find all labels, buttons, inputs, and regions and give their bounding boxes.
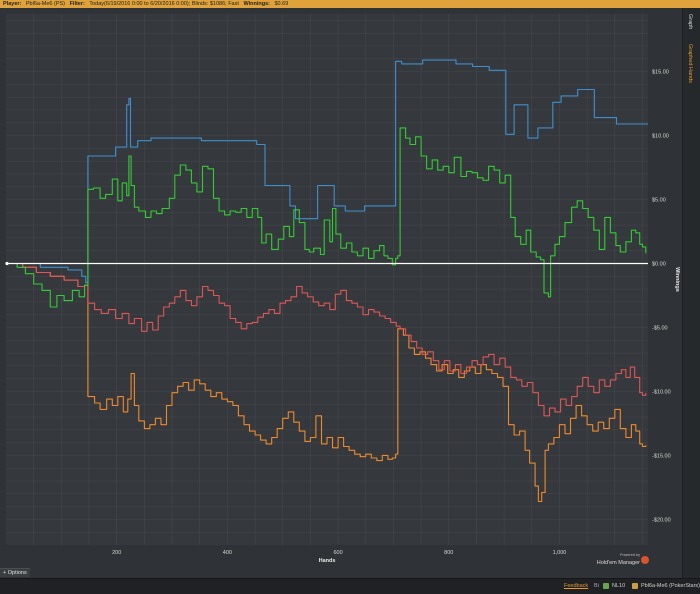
series-line-all-in-ev bbox=[6, 262, 647, 503]
x-tick-label: 200 bbox=[112, 550, 121, 556]
status-separator: Bi bbox=[594, 583, 599, 589]
x-tick-label: 1,000 bbox=[553, 550, 567, 556]
right-sidebar: Graph Graphed Hands bbox=[682, 8, 700, 578]
player-status[interactable]: Pbl6a-Me6 (PokerStars) bbox=[641, 583, 700, 589]
brand-logo-icon bbox=[641, 556, 649, 564]
filter-label: Filter: bbox=[69, 1, 85, 7]
y-tick-label: -$15.00 bbox=[652, 453, 671, 459]
player-label: Player: bbox=[3, 1, 22, 7]
tab-graph[interactable]: Graph bbox=[687, 14, 693, 30]
series-line-net-won bbox=[6, 127, 647, 308]
x-tick-label: 600 bbox=[333, 550, 342, 556]
options-button[interactable]: + Options bbox=[0, 568, 30, 577]
brand-powered-by: Powered by bbox=[620, 553, 640, 557]
series-line-showdown bbox=[6, 59, 648, 284]
stake-icon bbox=[603, 583, 609, 589]
tab-graphed-hands[interactable]: Graphed Hands bbox=[687, 44, 693, 83]
y-tick-label: -$5.00 bbox=[652, 325, 668, 331]
stake-label[interactable]: NL10 bbox=[612, 583, 626, 589]
plot-area bbox=[6, 14, 648, 545]
player-icon bbox=[632, 583, 638, 589]
x-tick-label: 400 bbox=[223, 550, 232, 556]
y-axis-title: Winnings bbox=[674, 267, 680, 292]
brand-name: Hold'em Manager bbox=[597, 560, 640, 566]
y-tick-label: -$20.00 bbox=[652, 517, 671, 523]
x-axis-title: Hands bbox=[319, 558, 336, 564]
y-tick-label: -$10.00 bbox=[652, 389, 671, 395]
options-label: Options bbox=[7, 570, 27, 576]
y-tick-label: $0.00 bbox=[652, 262, 666, 268]
filter-bar: Player: Pbl6a-Me6 (PS) Filter: Today(6/1… bbox=[0, 0, 700, 8]
options-bar: + Options bbox=[0, 566, 682, 577]
player-value[interactable]: Pbl6a-Me6 (PS) bbox=[25, 1, 66, 7]
winnings-graph[interactable]: -$20.00 -$15.00 -$10.00 -$5.00 $0.00 $5.00 $10… bbox=[0, 8, 682, 566]
status-bar: Feedback Bi NL10 Pbl6a-Me6 (PokerStars) bbox=[0, 578, 700, 594]
winnings-value: $0.69 bbox=[274, 1, 289, 7]
y-tick-label: $15.00 bbox=[652, 70, 669, 76]
winnings-label: Winnings: bbox=[243, 1, 270, 7]
series-line-non-showdown bbox=[6, 262, 647, 417]
y-tick-label: $10.00 bbox=[652, 134, 669, 140]
y-tick-label: $5.00 bbox=[652, 198, 666, 204]
feedback-link[interactable]: Feedback bbox=[564, 583, 589, 589]
x-tick-label: 800 bbox=[444, 550, 453, 556]
origin-marker bbox=[5, 261, 9, 266]
filter-value[interactable]: Today(6/19/2016 0:00 to 6/20/2016 0:00);… bbox=[89, 1, 239, 7]
